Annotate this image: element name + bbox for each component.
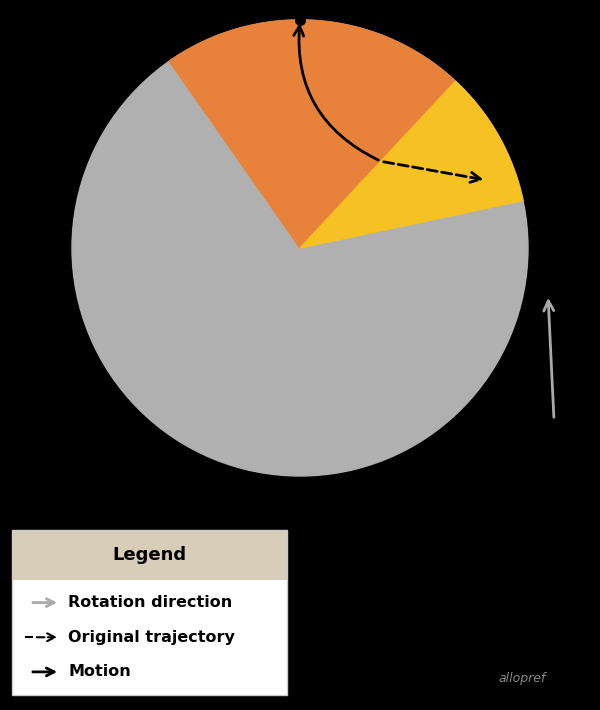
Polygon shape bbox=[300, 81, 523, 248]
Text: Legend: Legend bbox=[112, 546, 187, 564]
Bar bbox=[12, 530, 287, 579]
Text: Rotation direction: Rotation direction bbox=[68, 595, 232, 610]
Text: Motion: Motion bbox=[68, 665, 131, 679]
Text: Original trajectory: Original trajectory bbox=[68, 630, 235, 645]
FancyArrowPatch shape bbox=[544, 301, 554, 417]
Circle shape bbox=[72, 20, 528, 476]
Bar bbox=[12, 530, 287, 695]
Polygon shape bbox=[169, 20, 455, 248]
Bar bbox=[12, 579, 287, 695]
Text: allopref: allopref bbox=[499, 672, 545, 684]
